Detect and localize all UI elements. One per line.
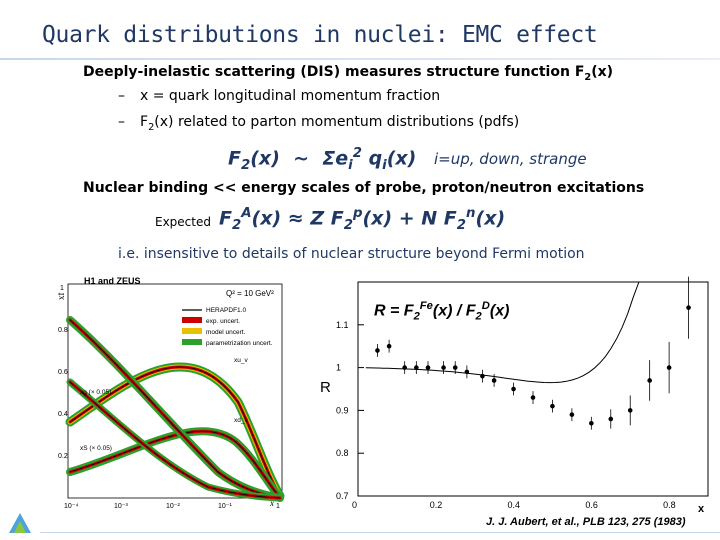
emc-xlabel: x (698, 503, 705, 512)
emc-data-point (402, 365, 407, 370)
bullet-x-definition: – x = quark longitudinal momentum fractio… (118, 88, 440, 104)
pdf-xtick-2: 10⁻³ (114, 503, 128, 510)
bullet-f2-definition: – F2(x) related to parton momentum distri… (118, 114, 520, 133)
emc-data-point (530, 395, 536, 400)
expected-label: Expected (155, 215, 211, 229)
pdf-header: H1 and ZEUS (84, 276, 141, 286)
formula-note: i=up, down, strange (434, 150, 587, 168)
title-divider (0, 58, 720, 60)
emc-data-point (414, 365, 419, 370)
emc-data-point (647, 378, 652, 383)
emc-data-point (441, 365, 446, 370)
emc-ytick: 1.1 (336, 320, 349, 330)
emc-ylabel: R (320, 379, 331, 396)
emc-data-point (480, 373, 485, 379)
emc-data-point (375, 348, 380, 353)
label-xuv: xu_v (234, 357, 248, 364)
emc-data-point (386, 343, 392, 349)
pdf-xlabel: x (269, 498, 274, 508)
emc-data-point (550, 403, 555, 409)
pdf-ytick-5: 0.2 (58, 453, 68, 460)
emc-data-point (666, 365, 672, 370)
pdf-xtick-5: 1 (276, 503, 280, 510)
emc-data-point (569, 412, 575, 417)
label-xdv: xd_v (234, 417, 248, 424)
ratio-label: R = F2Fe(x) / F2D(x) (374, 300, 510, 323)
emc-ratio-figure: R x 1.1 1 0.9 0.8 0.70 0.2 0.4 0.6 0.8 (318, 272, 718, 512)
legend-central: HERAPDF1.0 (206, 307, 246, 314)
emc-data-point (627, 408, 633, 413)
slide-title: Quark distributions in nuclei: EMC effec… (42, 22, 598, 48)
dash-1: – (118, 88, 125, 104)
footer-divider (40, 532, 720, 533)
pdf-xtick-1: 10⁻⁴ (64, 503, 79, 510)
emc-ytick: 0.7 (336, 491, 349, 501)
emc-data-point (425, 365, 431, 370)
logo-icon (9, 513, 31, 533)
citation: J. J. Aubert, et al., PLB 123, 275 (1983… (486, 516, 686, 528)
emc-data-point (608, 416, 614, 422)
pdf-figure: xf H1 and ZEUS Q² = 10 GeV² 1 0.8 0.6 0.… (58, 272, 292, 510)
expected-equation: F2A(x) ≈ Z F2p(x) + N F2n(x) (219, 206, 506, 234)
emc-theory-curve (365, 281, 701, 384)
pdf-ytick-3: 0.6 (58, 369, 68, 376)
pdf-xtick-4: 10⁻¹ (218, 503, 232, 510)
emc-xtick: 0.6 (585, 500, 598, 510)
emc-xtick: 0.4 (508, 500, 521, 510)
legend-param: parametrization uncert. (206, 340, 273, 347)
label-xs: xS (× 0.05) (80, 445, 112, 452)
emc-ytick: 1 (336, 363, 341, 373)
bullet-dis: Deeply-inelastic scattering (DIS) measur… (83, 64, 614, 83)
emc-xtick: 0.2 (430, 500, 443, 510)
emc-ytick: 0.8 (336, 448, 349, 458)
emc-data-point (464, 369, 470, 375)
legend-exp: exp. uncert. (206, 318, 240, 325)
pdf-ytick-4: 0.4 (58, 411, 68, 418)
x-definition-text: x = quark longitudinal momentum fraction (140, 88, 441, 104)
emc-ytick: 0.9 (336, 405, 349, 415)
emc-data-point (491, 378, 497, 383)
legend-model: model uncert. (206, 329, 246, 336)
nuclear-binding-text: Nuclear binding << energy scales of prob… (83, 180, 645, 196)
emc-data-point (589, 420, 594, 426)
emc-xtick: 0.8 (663, 500, 676, 510)
pdf-ytick-2: 0.8 (58, 327, 68, 334)
emc-data-point (686, 305, 691, 310)
pdf-xtick-3: 10⁻² (166, 503, 180, 510)
pdf-ytick-1: 1 (60, 285, 64, 292)
insensitive-text: i.e. insensitive to details of nuclear s… (118, 246, 585, 262)
label-xg: xg (× 0.05) (80, 389, 111, 396)
dash-2: – (118, 114, 125, 130)
structure-function-formula: F2(x) ~ Σei2 qi(x) (228, 146, 417, 174)
emc-data-point (511, 386, 516, 392)
emc-xtick: 0 (352, 500, 357, 510)
pdf-ylabel: xf (58, 293, 66, 301)
pdf-q2: Q² = 10 GeV² (226, 289, 274, 298)
emc-data-point (452, 365, 458, 370)
